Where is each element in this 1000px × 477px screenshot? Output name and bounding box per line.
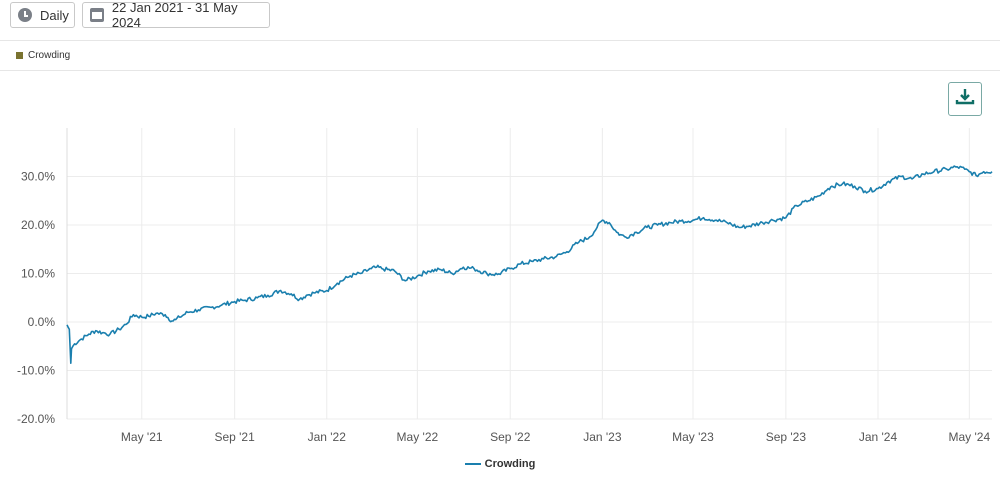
- legend-label: Crowding: [484, 458, 536, 470]
- x-tick-label: May '22: [397, 430, 439, 444]
- x-tick-label: Jan '23: [583, 430, 622, 444]
- x-tick-label: Jan '24: [859, 430, 898, 444]
- x-tick-label: Sep '21: [214, 430, 255, 444]
- period-label: Daily: [40, 7, 69, 23]
- top-legend-label: Crowding: [28, 50, 71, 61]
- chart-legend[interactable]: Crowding: [0, 458, 1000, 470]
- y-tick-label: -10.0%: [17, 364, 55, 378]
- x-tick-label: Sep '22: [490, 430, 531, 444]
- x-tick-label: May '24: [949, 430, 991, 444]
- clock-icon: [18, 8, 32, 22]
- date-range-button[interactable]: 22 Jan 2021 - 31 May 2024: [82, 0, 270, 30]
- top-legend[interactable]: Crowding: [16, 50, 70, 61]
- period-selector-button[interactable]: Daily: [10, 2, 75, 28]
- y-tick-label: 20.0%: [21, 218, 55, 232]
- y-tick-label: 30.0%: [21, 170, 55, 184]
- y-tick-label: 0.0%: [28, 315, 56, 329]
- legend-line-swatch: [464, 463, 481, 465]
- x-tick-label: Jan '22: [308, 430, 347, 444]
- y-tick-label: 10.0%: [21, 267, 55, 281]
- series-line-crowding: [66, 165, 993, 364]
- x-tick-label: May '23: [672, 430, 714, 444]
- toolbar: Daily 22 Jan 2021 - 31 May 2024: [0, 0, 1000, 40]
- date-range-label: 22 Jan 2021 - 31 May 2024: [111, 0, 238, 30]
- top-legend-swatch: [16, 52, 23, 59]
- divider: [0, 70, 1000, 71]
- y-tick-label: -20.0%: [17, 412, 55, 426]
- download-button[interactable]: [948, 82, 982, 116]
- x-tick-label: May '21: [121, 430, 163, 444]
- calendar-icon: [90, 8, 104, 22]
- download-icon: [955, 87, 975, 112]
- x-tick-label: Sep '23: [766, 430, 807, 444]
- divider: [0, 40, 1000, 41]
